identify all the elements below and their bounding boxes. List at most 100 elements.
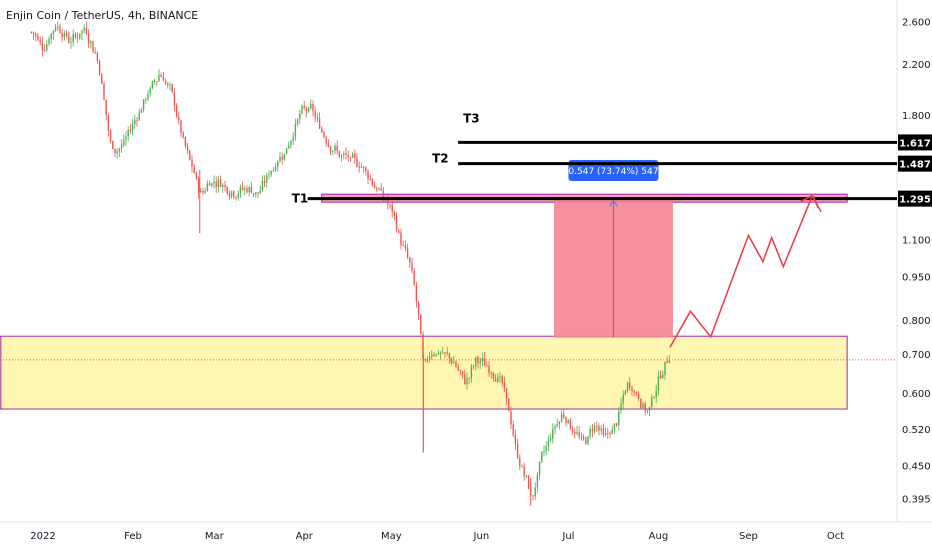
candle-body [648, 407, 651, 411]
candle-body [325, 137, 327, 144]
candle-body [387, 199, 389, 205]
candle-body [204, 190, 206, 193]
target-label-t3: T3 [463, 111, 480, 125]
candle-body [169, 84, 171, 86]
target-price-label: 1.487 [899, 160, 931, 171]
candle-body [235, 196, 237, 198]
candle-body [351, 153, 354, 158]
candle-body [127, 129, 129, 137]
candle-body [274, 166, 277, 171]
candle-body [376, 188, 378, 190]
candle-body [299, 113, 301, 120]
candle-body [578, 432, 580, 437]
candle-body [591, 428, 594, 432]
candle-body [270, 170, 272, 175]
candle-body [123, 139, 125, 145]
candle-body [43, 50, 46, 52]
candle-body [585, 437, 587, 445]
time-axis[interactable]: 2022 Feb Mar Apr May Jun Jul Aug Sep Oct [30, 531, 844, 542]
candle-body [195, 173, 198, 179]
price-tick-label: 0.395 [902, 495, 931, 506]
price-tick-label: 0.520 [902, 425, 931, 436]
candle-body [219, 179, 222, 187]
price-tick-label: 0.700 [902, 350, 931, 361]
candle-body [618, 410, 620, 426]
candle-body [490, 372, 492, 374]
candle-body [30, 31, 33, 33]
candle-body [46, 44, 48, 51]
target-price-label: 1.295 [899, 195, 931, 206]
time-tick-label: Mar [205, 531, 225, 542]
candle-body [406, 248, 409, 258]
candle-body [468, 377, 470, 379]
candle-body [263, 180, 266, 183]
candle-body [257, 192, 259, 194]
candle-body [543, 451, 545, 453]
candle-body [587, 436, 589, 445]
candle-body [514, 435, 517, 444]
target-label-t1: T1 [292, 192, 309, 206]
candle-body [354, 153, 356, 158]
candle-body [59, 26, 61, 34]
candle-body [268, 174, 270, 176]
candle-body [512, 424, 514, 436]
candle-body [547, 440, 550, 447]
candle-body [593, 425, 596, 432]
candle-body [288, 145, 290, 149]
candle-body [413, 270, 415, 285]
candles-layer [30, 21, 671, 506]
candle-body [96, 53, 99, 61]
symbol-title: Enjin Coin / TetherUS, 4h, BINANCE [6, 9, 198, 22]
candle-body [158, 74, 160, 82]
candle-body [314, 111, 316, 118]
candle-body [538, 461, 541, 475]
candle-body [613, 423, 616, 431]
candle-body [457, 366, 459, 371]
candle-body [138, 112, 140, 121]
candle-body [206, 183, 209, 191]
candle-body [558, 421, 561, 425]
candle-body [637, 393, 640, 399]
candle-body [576, 432, 578, 434]
price-tick-label: 1.100 [902, 235, 931, 246]
candle-body [554, 426, 556, 430]
candle-body [428, 356, 431, 360]
candle-body [101, 74, 103, 85]
candle-body [402, 245, 404, 247]
candle-body [446, 352, 448, 354]
candle-body [294, 124, 297, 137]
candle-body [222, 185, 224, 187]
candle-body [424, 358, 426, 361]
candle-body [486, 365, 488, 367]
candle-body [367, 171, 369, 179]
measure-arrow-head [609, 199, 618, 207]
candle-body [345, 153, 347, 156]
candle-body [215, 181, 217, 187]
candle-body [629, 382, 631, 388]
candle-body [475, 357, 477, 366]
candle-body [563, 414, 565, 418]
candle-body [600, 428, 602, 431]
candle-body [211, 183, 213, 186]
price-axis[interactable]: 2.6002.2001.8001.5001.3001.1000.9500.800… [898, 18, 932, 506]
candle-body [310, 103, 312, 109]
candle-body [395, 215, 398, 231]
candle-body [400, 232, 402, 246]
candle-body [527, 475, 530, 489]
candle-body [433, 354, 435, 356]
candle-body [499, 376, 501, 378]
candle-body [35, 34, 37, 37]
candle-body [598, 426, 600, 431]
candle-body [54, 26, 57, 31]
candle-body [52, 30, 55, 34]
candle-body [224, 185, 226, 187]
projection-arrowhead [799, 194, 819, 209]
candle-body [112, 141, 114, 149]
candle-body [523, 466, 525, 476]
candle-body [290, 140, 292, 146]
candle-body [98, 60, 101, 75]
candle-body [640, 398, 642, 408]
candle-body [589, 428, 591, 437]
candle-body [422, 333, 424, 359]
